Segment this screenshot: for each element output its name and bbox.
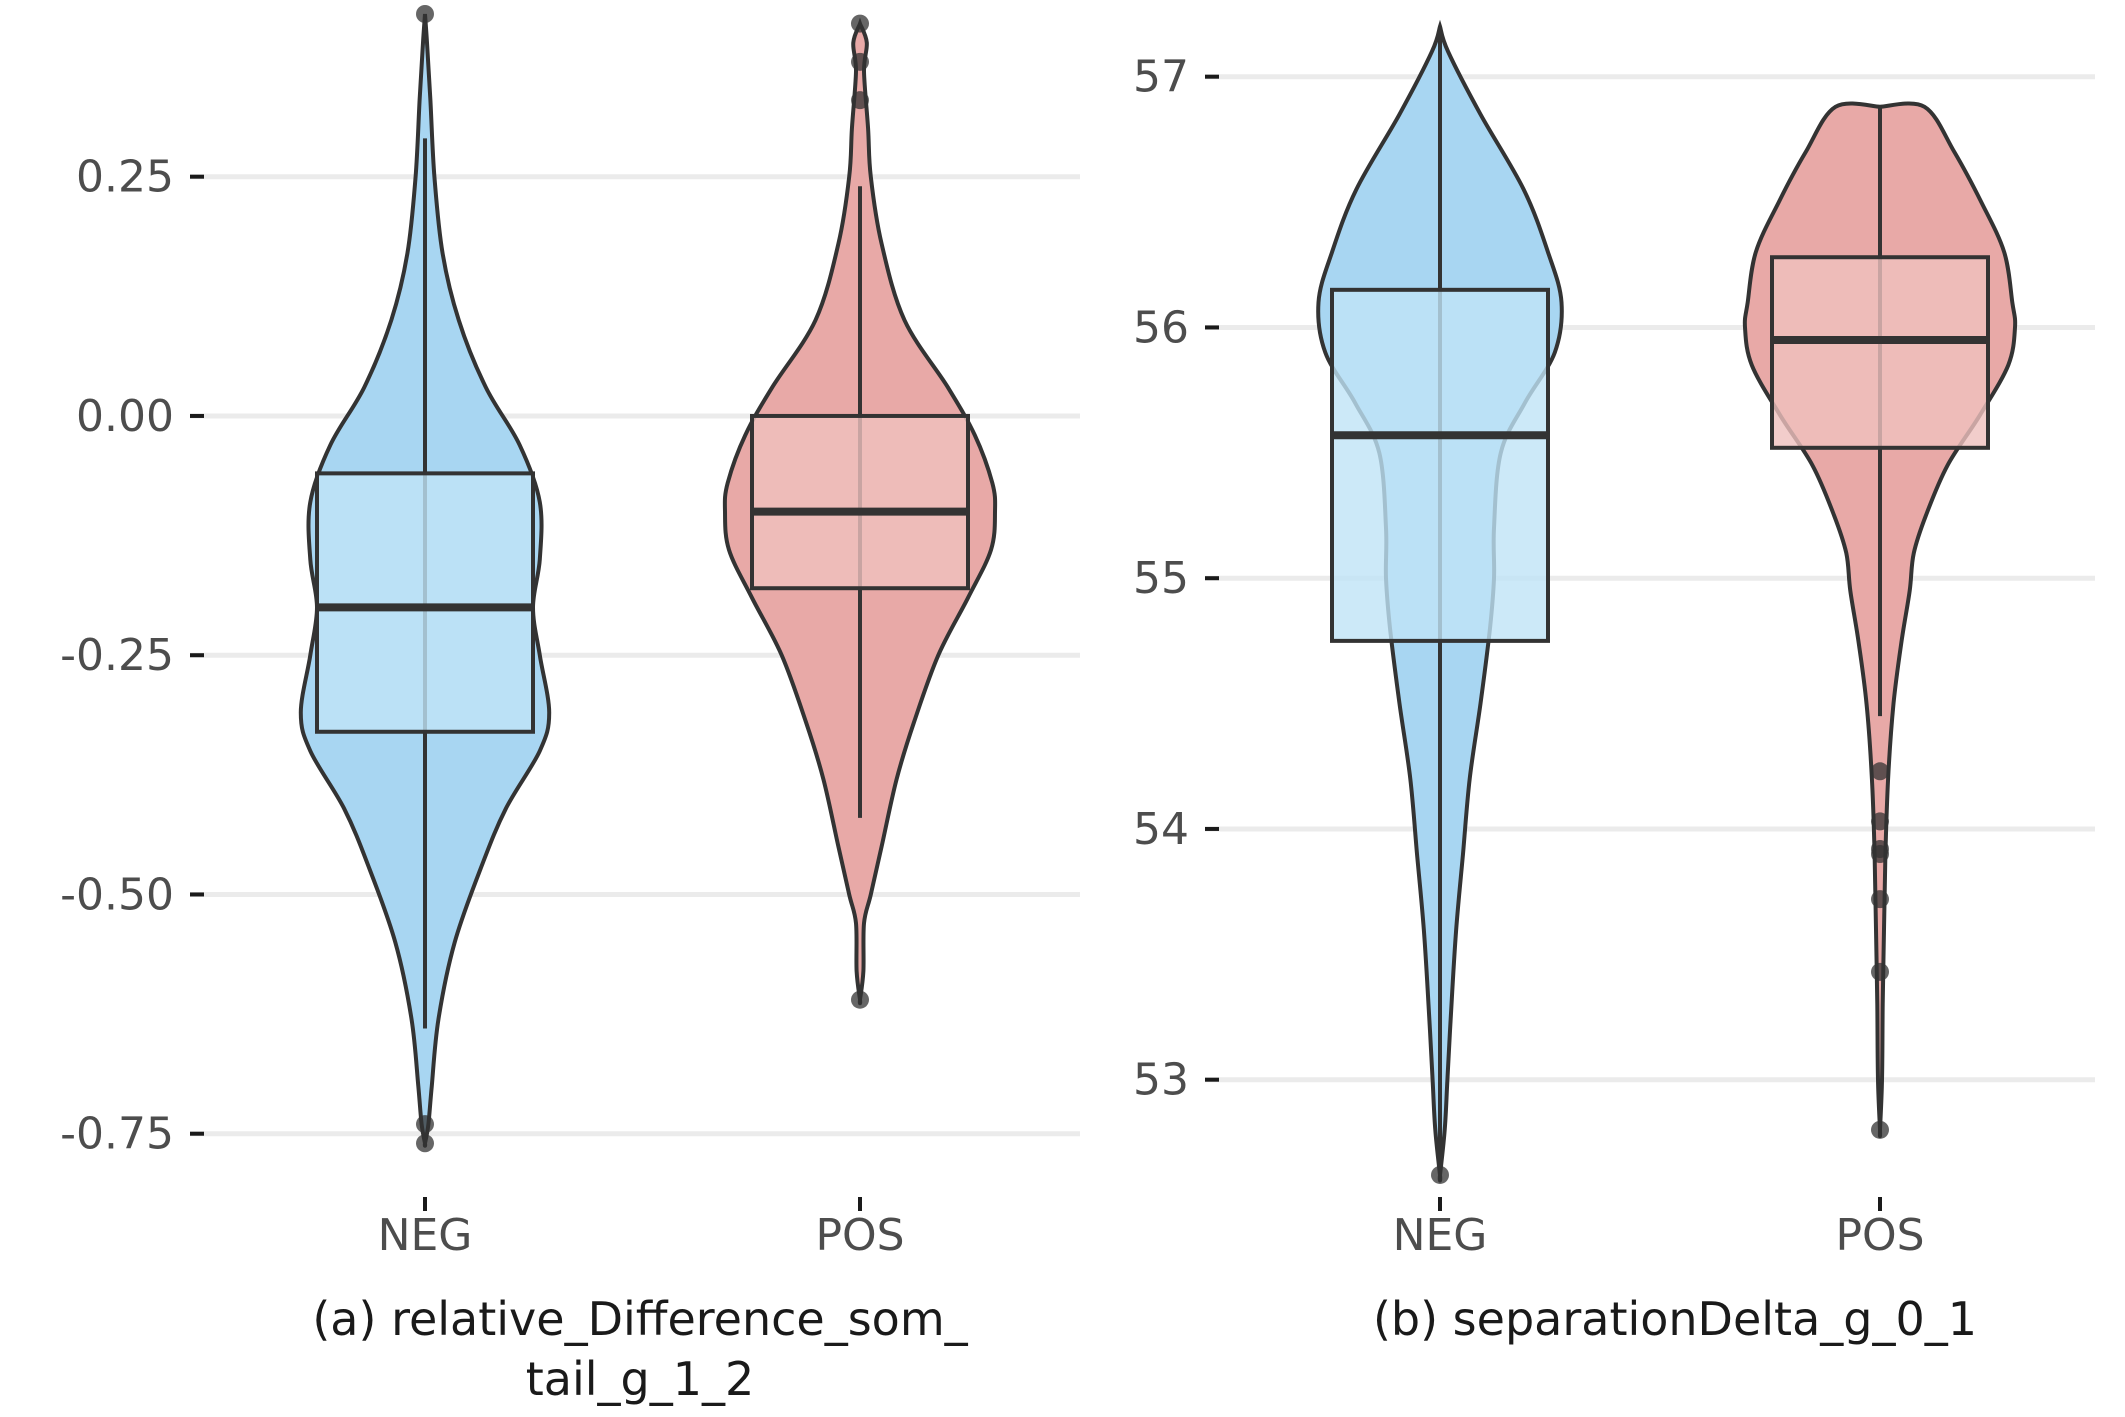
caption-a-line-1: tail_g_1_2: [526, 1352, 755, 1406]
outlier-b-pos-1: [1871, 812, 1889, 831]
y-tick-label-b-2: 55: [1133, 553, 1189, 604]
outlier-b-pos-5: [1871, 962, 1889, 981]
y-tick-label-b-0: 57: [1133, 52, 1189, 103]
y-tick-label-b-4: 53: [1133, 1055, 1189, 1106]
outlier-a-pos-2: [851, 91, 869, 110]
y-tick-label-a-3: -0.50: [60, 869, 174, 920]
outlier-b-neg-0: [1431, 1165, 1449, 1184]
y-tick-label-b-1: 56: [1133, 302, 1189, 353]
x-tick-label-b-neg: NEG: [1393, 1210, 1488, 1261]
caption-a-line-0: (a) relative_Difference_som_: [312, 1292, 968, 1346]
outlier-a-pos-0: [851, 14, 869, 33]
outlier-b-pos-0: [1871, 762, 1889, 781]
caption-b-line-0: (b) separationDelta_g_0_1: [1373, 1292, 1977, 1346]
outlier-b-pos-4: [1871, 890, 1889, 909]
y-tick-label-b-3: 54: [1133, 804, 1189, 855]
x-tick-label-a-neg: NEG: [378, 1210, 473, 1261]
y-tick-label-a-0: 0.25: [76, 152, 174, 203]
y-tick-label-a-4: -0.75: [60, 1109, 174, 1160]
box-b-pos: [1770, 255, 1990, 450]
y-tick-label-a-2: -0.25: [60, 630, 174, 681]
box-a-pos: [750, 413, 970, 591]
x-tick-label-a-pos: POS: [815, 1210, 904, 1261]
outlier-a-neg-0: [416, 5, 434, 23]
panel-a: 0.25 0.00 -0.25 -0.50 -0.75 NEG POS (a) relativ…: [60, 5, 1080, 1406]
outlier-a-neg-2: [416, 1134, 434, 1153]
y-tick-label-a-1: 0.00: [76, 391, 174, 442]
outlier-b-pos-6: [1871, 1120, 1889, 1139]
panel-b: 57 56 55 54 53 NEG POS (b) separationDelta_g_0_…: [1133, 19, 2095, 1346]
outlier-a-pos-3: [851, 990, 869, 1009]
outlier-a-neg-1: [416, 1115, 434, 1134]
outlier-a-pos-1: [851, 52, 869, 71]
outlier-b-pos-3: [1871, 845, 1889, 864]
x-tick-label-b-pos: POS: [1835, 1210, 1924, 1261]
box-a-neg: [315, 471, 535, 734]
box-b-neg: [1330, 287, 1550, 643]
